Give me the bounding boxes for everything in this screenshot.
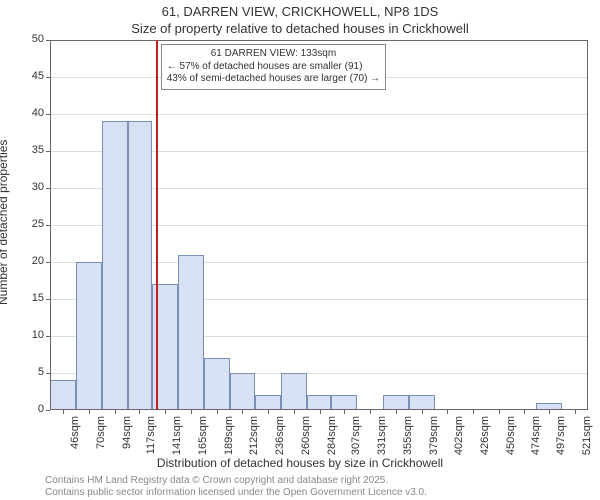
y-tick-mark — [46, 299, 50, 300]
x-tick-label: 260sqm — [300, 416, 312, 456]
chart-title-line1: 61, DARREN VIEW, CRICKHOWELL, NP8 1DS — [0, 4, 600, 19]
y-tick-mark — [46, 188, 50, 189]
x-tick-label: 307sqm — [350, 416, 362, 456]
x-tick-mark — [242, 410, 243, 414]
x-tick-label: 141sqm — [171, 416, 183, 456]
x-tick-mark — [447, 410, 448, 414]
x-tick-label: 379sqm — [428, 416, 440, 456]
x-tick-label: 284sqm — [326, 416, 338, 456]
x-tick-label: 46sqm — [69, 416, 81, 456]
callout-line: 61 DARREN VIEW: 133sqm — [167, 48, 380, 61]
y-tick-label: 15 — [22, 292, 44, 304]
x-tick-label: 521sqm — [581, 416, 593, 456]
x-tick-mark — [139, 410, 140, 414]
x-tick-label: 94sqm — [121, 416, 133, 456]
x-tick-mark — [549, 410, 550, 414]
x-tick-mark — [499, 410, 500, 414]
y-tick-label: 10 — [22, 329, 44, 341]
x-tick-label: 474sqm — [530, 416, 542, 456]
chart-title-line2: Size of property relative to detached ho… — [0, 21, 600, 36]
x-tick-label: 450sqm — [505, 416, 517, 456]
y-tick-label: 50 — [22, 33, 44, 45]
y-tick-mark — [46, 262, 50, 263]
x-tick-mark — [191, 410, 192, 414]
reference-line — [156, 40, 158, 410]
y-tick-label: 45 — [22, 70, 44, 82]
y-tick-mark — [46, 336, 50, 337]
callout-line: 43% of semi-detached houses are larger (… — [167, 73, 380, 86]
footer-line1: Contains HM Land Registry data © Crown c… — [45, 475, 388, 486]
y-tick-mark — [46, 225, 50, 226]
x-tick-mark — [294, 410, 295, 414]
x-tick-mark — [422, 410, 423, 414]
x-tick-mark — [575, 410, 576, 414]
x-tick-label: 212sqm — [248, 416, 260, 456]
x-tick-mark — [268, 410, 269, 414]
y-tick-mark — [46, 114, 50, 115]
y-tick-label: 20 — [22, 255, 44, 267]
x-tick-mark — [89, 410, 90, 414]
y-tick-mark — [46, 40, 50, 41]
y-tick-label: 40 — [22, 107, 44, 119]
plot-border — [50, 40, 588, 410]
y-tick-label: 0 — [22, 403, 44, 415]
x-tick-label: 236sqm — [274, 416, 286, 456]
x-tick-label: 165sqm — [197, 416, 209, 456]
y-tick-mark — [46, 77, 50, 78]
footer-line2: Contains public sector information licen… — [45, 487, 427, 498]
y-tick-mark — [46, 410, 50, 411]
x-tick-mark — [396, 410, 397, 414]
y-tick-label: 25 — [22, 218, 44, 230]
x-tick-mark — [165, 410, 166, 414]
x-tick-label: 497sqm — [555, 416, 567, 456]
x-tick-mark — [115, 410, 116, 414]
callout-box: 61 DARREN VIEW: 133sqm← 57% of detached … — [161, 44, 386, 90]
x-tick-label: 189sqm — [223, 416, 235, 456]
x-tick-mark — [63, 410, 64, 414]
x-tick-mark — [320, 410, 321, 414]
x-axis-title: Distribution of detached houses by size … — [0, 456, 600, 470]
x-tick-label: 402sqm — [453, 416, 465, 456]
x-tick-label: 70sqm — [95, 416, 107, 456]
y-tick-mark — [46, 151, 50, 152]
x-tick-mark — [524, 410, 525, 414]
x-tick-label: 355sqm — [402, 416, 414, 456]
y-tick-label: 35 — [22, 144, 44, 156]
x-tick-mark — [473, 410, 474, 414]
y-axis-title: Number of detached properties — [0, 140, 10, 305]
y-tick-label: 30 — [22, 181, 44, 193]
callout-line: ← 57% of detached houses are smaller (91… — [167, 61, 380, 74]
x-tick-label: 331sqm — [376, 416, 388, 456]
x-tick-label: 426sqm — [479, 416, 491, 456]
plot-area: 61 DARREN VIEW: 133sqm← 57% of detached … — [50, 40, 588, 410]
y-tick-mark — [46, 373, 50, 374]
x-tick-label: 117sqm — [145, 416, 157, 456]
x-tick-mark — [344, 410, 345, 414]
x-tick-mark — [217, 410, 218, 414]
x-tick-mark — [370, 410, 371, 414]
y-tick-label: 5 — [22, 366, 44, 378]
